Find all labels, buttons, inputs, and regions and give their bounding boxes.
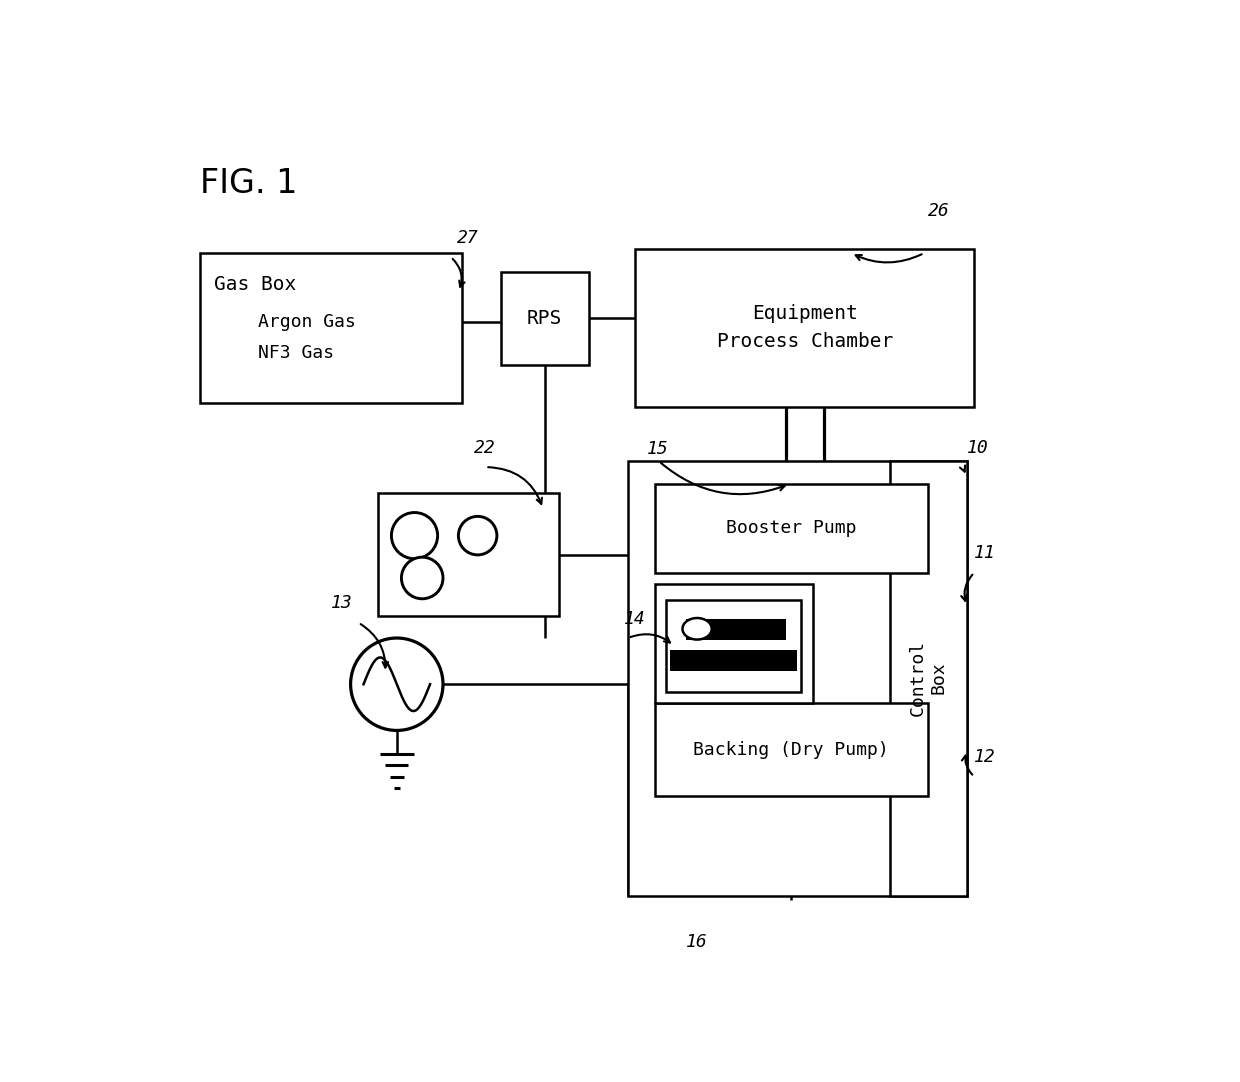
Text: Booster Pump: Booster Pump (725, 519, 857, 537)
Text: Equipment: Equipment (751, 304, 858, 324)
Bar (201, 253, 463, 404)
Bar (666, 599, 801, 692)
Bar (635, 249, 975, 407)
Bar (655, 484, 928, 572)
Text: FIG. 1: FIG. 1 (201, 167, 298, 200)
Text: Control
Box: Control Box (909, 641, 947, 716)
Text: Argon Gas: Argon Gas (258, 314, 356, 331)
Circle shape (402, 557, 443, 598)
Text: NF3 Gas: NF3 Gas (258, 344, 335, 362)
Bar (501, 273, 589, 365)
Bar (627, 461, 967, 896)
Text: 10: 10 (967, 439, 988, 457)
Circle shape (392, 513, 438, 558)
Bar (889, 461, 967, 896)
Text: 11: 11 (975, 544, 996, 563)
Bar (670, 649, 797, 671)
Text: RPS: RPS (527, 309, 562, 328)
Bar (655, 703, 928, 796)
Text: Backing (Dry Pump): Backing (Dry Pump) (693, 741, 889, 758)
Circle shape (351, 638, 443, 730)
Text: 13: 13 (331, 594, 353, 612)
Text: Gas Box: Gas Box (215, 275, 296, 293)
Ellipse shape (682, 618, 712, 639)
Circle shape (459, 516, 497, 555)
Text: 15: 15 (647, 440, 668, 459)
Bar (377, 493, 558, 617)
Bar (655, 584, 812, 703)
Bar (686, 619, 786, 641)
Text: 12: 12 (975, 749, 996, 766)
Text: 22: 22 (474, 439, 496, 457)
Text: 27: 27 (456, 228, 479, 247)
Text: Process Chamber: Process Chamber (717, 332, 893, 351)
Text: 16: 16 (686, 933, 708, 951)
Text: 26: 26 (928, 201, 950, 220)
Text: 14: 14 (624, 610, 646, 628)
